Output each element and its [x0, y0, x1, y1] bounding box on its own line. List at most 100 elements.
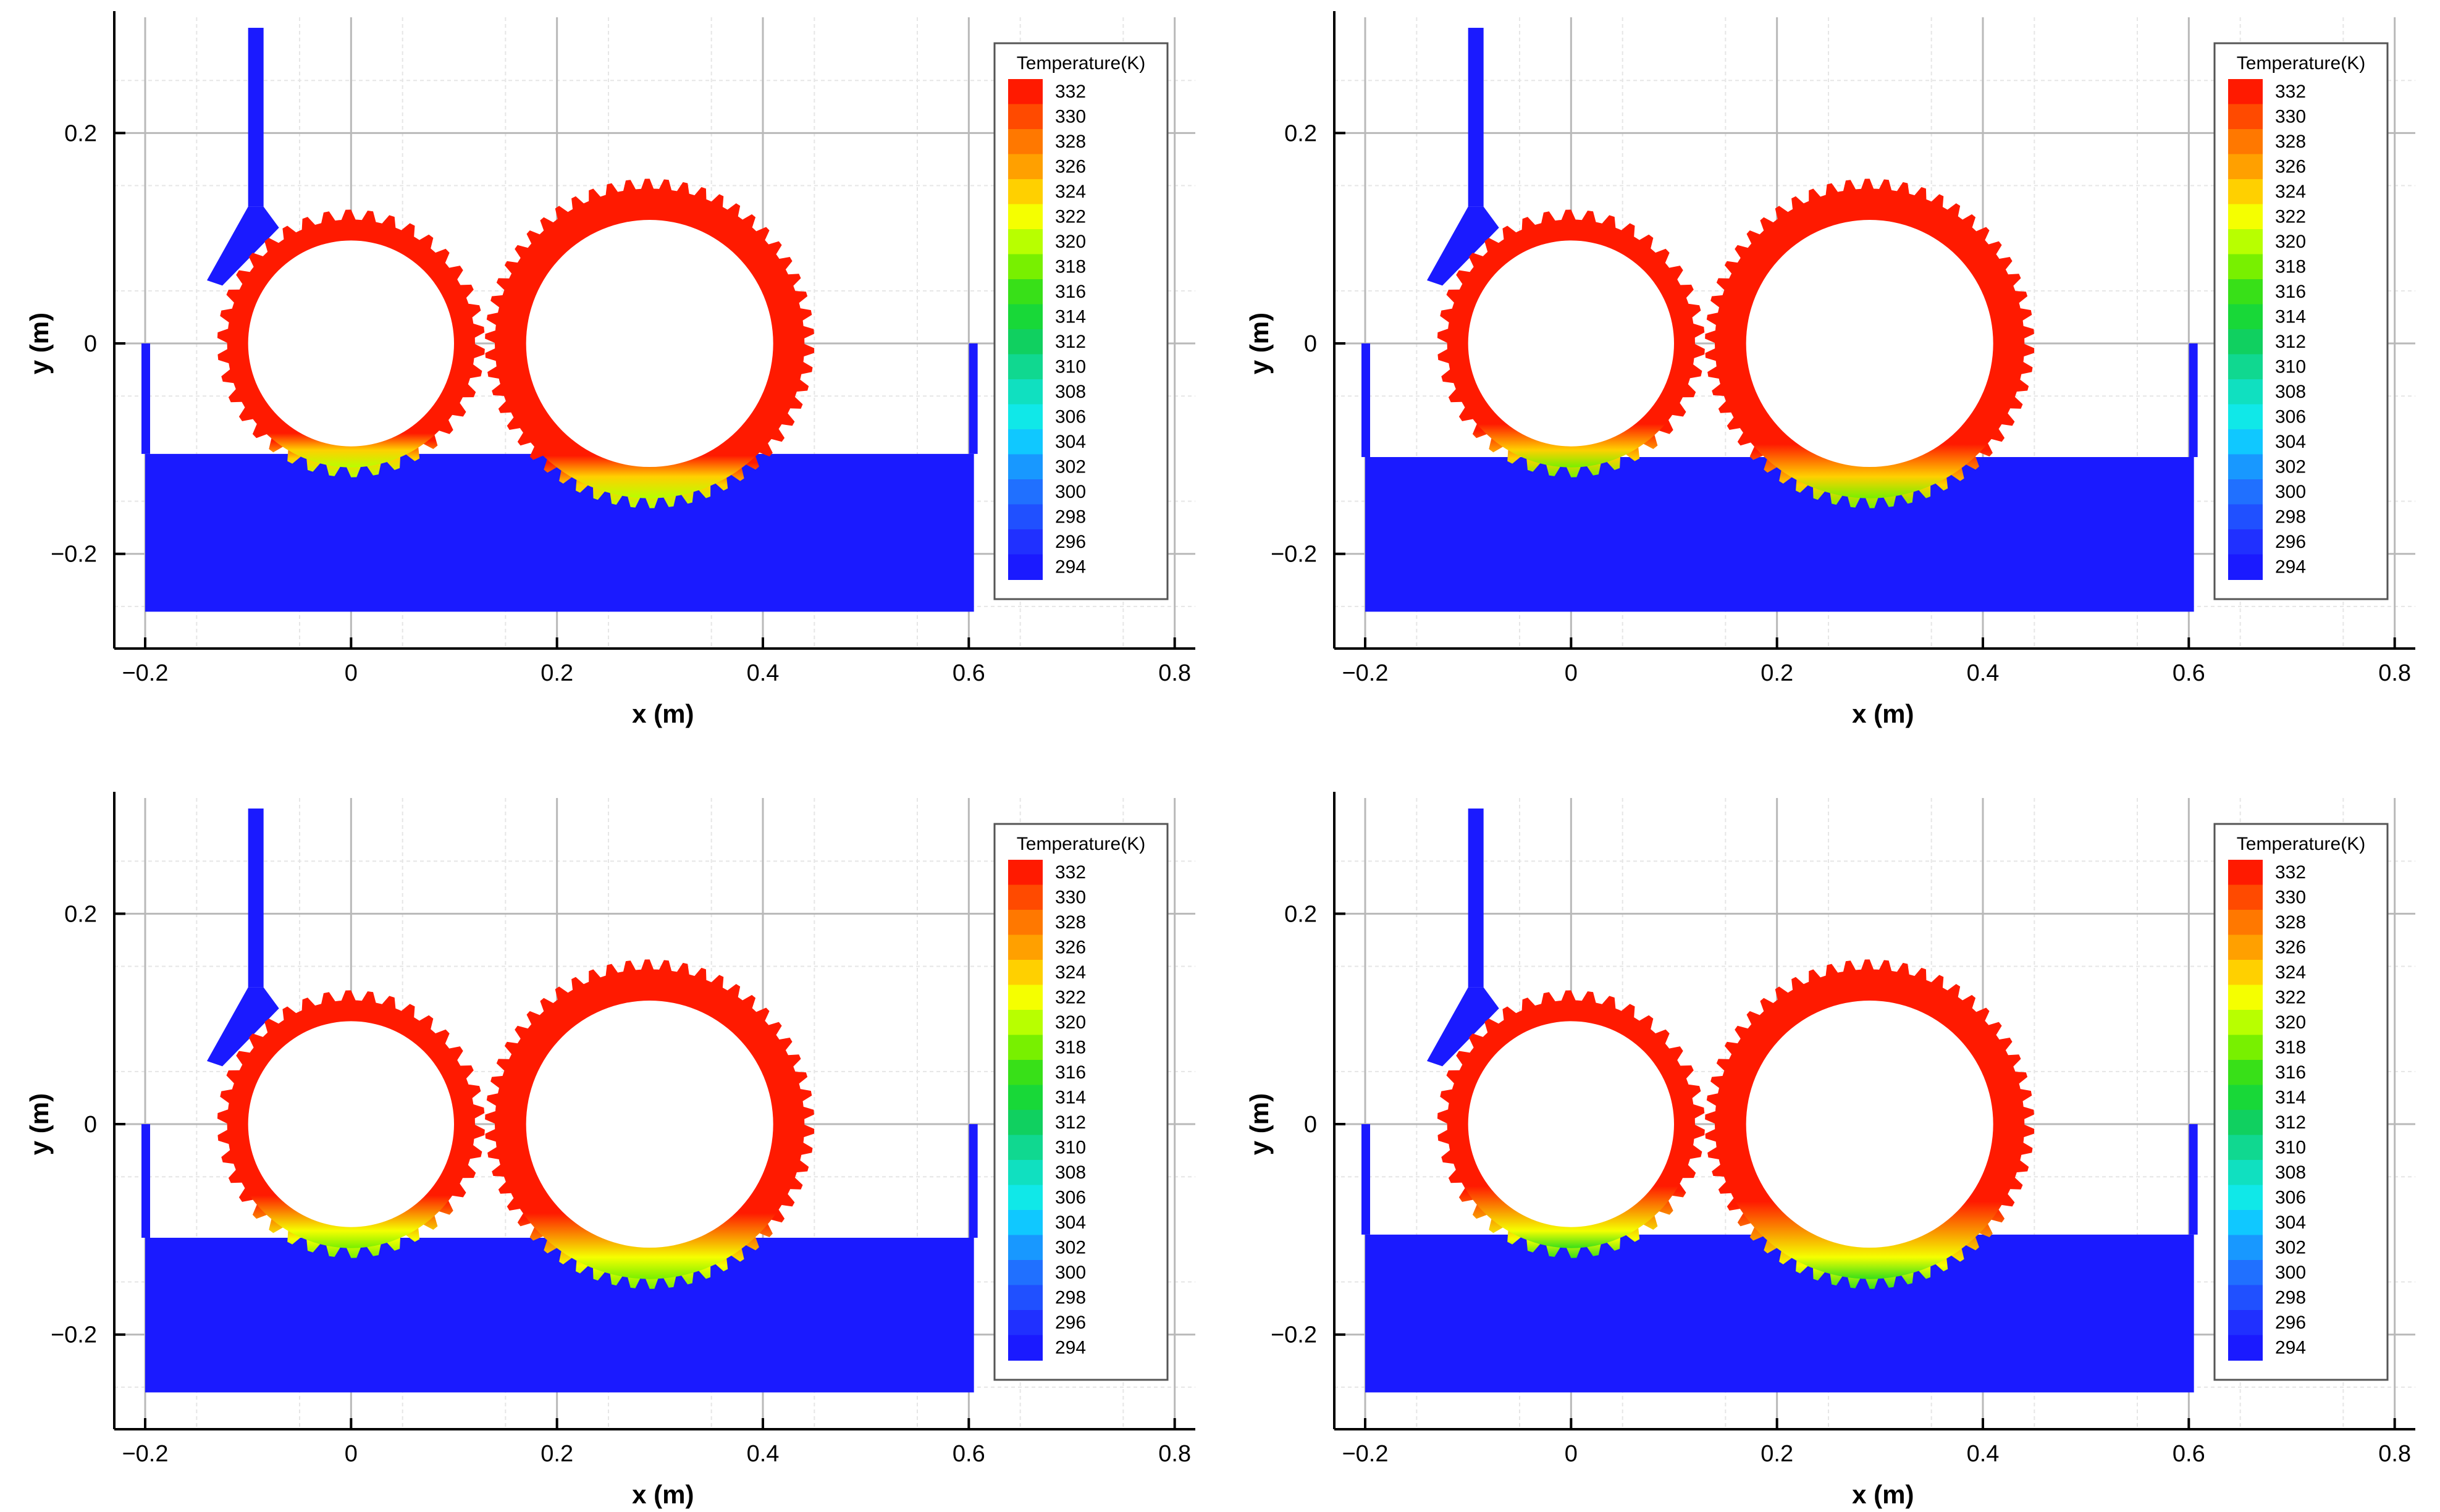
tank-wall-right — [969, 1124, 978, 1238]
legend-swatch — [1008, 354, 1043, 380]
oil-pool — [145, 1237, 974, 1393]
tank-wall-right — [969, 343, 978, 454]
x-tick-label: −0.2 — [122, 1441, 168, 1467]
legend-level-label: 312 — [1055, 332, 1086, 352]
x-tick-label: 0 — [345, 660, 358, 686]
legend-level-label: 310 — [1055, 1138, 1086, 1158]
legend-swatch — [2228, 1135, 2263, 1161]
x-tick-label: 0.4 — [1967, 660, 2000, 686]
legend-level-label: 296 — [2275, 532, 2306, 552]
legend-swatch — [2228, 910, 2263, 936]
panel-bottom-right: −0.2 0 0.2 0.4 0.6 0.8 −0.2 0 0.2 x (m) y (m) Tempe… — [1245, 792, 2415, 1509]
legend-level-label: 320 — [1055, 1012, 1086, 1033]
x-tick-label: 0.6 — [2173, 660, 2205, 686]
legend-level-label: 308 — [1055, 382, 1086, 402]
legend-swatch — [2228, 304, 2263, 330]
legend-level-label: 324 — [2275, 962, 2306, 983]
legend-swatch — [2228, 354, 2263, 380]
oil-pool — [1365, 456, 2194, 612]
legend-swatch — [2228, 104, 2263, 130]
legend-level-label: 324 — [1055, 962, 1086, 983]
legend-level-label: 322 — [1055, 988, 1086, 1008]
legend-level-label: 306 — [2275, 1188, 2306, 1208]
legend-title: Temperature(K) — [1017, 53, 1145, 74]
legend-level-label: 322 — [1055, 207, 1086, 227]
legend-level-label: 328 — [2275, 132, 2306, 152]
tank-wall-left — [1361, 1124, 1370, 1235]
legend-level-label: 318 — [1055, 1038, 1086, 1058]
oil-jet-spray — [207, 206, 279, 286]
legend-swatch — [2228, 1035, 2263, 1060]
legend-swatch — [2228, 1335, 2263, 1361]
legend-swatch — [1008, 154, 1043, 180]
x-tick-label: −0.2 — [1342, 1441, 1388, 1467]
y-tick-label: 0 — [1304, 331, 1317, 357]
legend-swatch — [1008, 229, 1043, 255]
legend-swatch — [1008, 884, 1043, 910]
legend-level-label: 326 — [2275, 157, 2306, 177]
legend-level-label: 328 — [2275, 912, 2306, 933]
legend-level-label: 330 — [1055, 888, 1086, 908]
tank-wall-left — [141, 343, 150, 454]
legend-level-label: 322 — [2275, 207, 2306, 227]
x-tick-label: 0.8 — [2378, 660, 2411, 686]
legend-level-label: 298 — [2275, 507, 2306, 527]
legend-swatch — [2228, 429, 2263, 455]
x-tick-label: −0.2 — [122, 660, 168, 686]
y-tick-label: 0.2 — [64, 120, 97, 146]
legend-level-label: 296 — [2275, 1312, 2306, 1333]
legend-swatch — [1008, 479, 1043, 505]
legend-swatch — [2228, 1210, 2263, 1236]
legend-swatch — [2228, 1060, 2263, 1086]
legend-swatch — [1008, 985, 1043, 1010]
legend-swatch — [1008, 504, 1043, 530]
legend: Temperature(K) 332 330 328 326 324 322 320 318 31… — [993, 823, 1169, 1381]
legend-swatch — [2228, 504, 2263, 530]
x-axis-title: x (m) — [632, 1480, 694, 1509]
legend: Temperature(K) 332 330 328 326 324 322 320 318 31… — [2213, 823, 2389, 1381]
y-tick-label: 0 — [1304, 1112, 1317, 1138]
legend-swatch — [2228, 329, 2263, 355]
legend-level-label: 326 — [1055, 938, 1086, 958]
legend-level-label: 316 — [2275, 282, 2306, 302]
y-axis-title: y (m) — [25, 313, 54, 374]
legend-swatch — [2228, 554, 2263, 580]
legend-swatch — [2228, 884, 2263, 910]
x-tick-label: 0.2 — [541, 660, 573, 686]
x-tick-label: 0.2 — [541, 1441, 573, 1467]
legend-swatch — [1008, 1260, 1043, 1286]
legend-swatch — [2228, 404, 2263, 430]
legend-swatch — [2228, 960, 2263, 986]
legend-level-label: 324 — [1055, 182, 1086, 202]
gear-bore-1 — [1468, 240, 1674, 447]
gear-bore-2 — [1746, 1001, 1993, 1248]
legend-title: Temperature(K) — [2237, 834, 2365, 854]
legend-swatch — [1008, 279, 1043, 305]
legend-level-label: 294 — [2275, 1338, 2306, 1358]
y-tick-label: 0 — [84, 331, 97, 357]
legend-level-label: 302 — [1055, 457, 1086, 477]
legend-swatch — [1008, 379, 1043, 405]
legend-level-label: 316 — [1055, 1062, 1086, 1083]
legend-swatch — [2228, 229, 2263, 255]
legend-level-label: 302 — [2275, 1238, 2306, 1258]
legend-level-label: 304 — [1055, 1212, 1086, 1233]
legend-swatch — [1008, 204, 1043, 230]
legend-swatch — [2228, 204, 2263, 230]
legend-swatch — [1008, 429, 1043, 455]
legend-level-label: 332 — [2275, 862, 2306, 883]
legend-level-label: 310 — [2275, 357, 2306, 377]
x-tick-label: 0 — [1565, 660, 1578, 686]
legend-swatch — [2228, 454, 2263, 480]
legend-level-label: 300 — [2275, 1262, 2306, 1283]
legend-swatch — [2228, 1235, 2263, 1261]
legend-swatch — [2228, 1010, 2263, 1036]
legend-swatch — [1008, 179, 1043, 205]
panel-top-right: −0.2 0 0.2 0.4 0.6 0.8 −0.2 0 0.2 x (m) y (m) Tempe… — [1245, 11, 2415, 728]
legend-swatch — [2228, 985, 2263, 1010]
legend-swatch — [1008, 1110, 1043, 1136]
legend-swatch — [2228, 1160, 2263, 1186]
panel-top-left: −0.2 0 0.2 0.4 0.6 0.8 −0.2 0 0.2 x (m) y (m) Tempe… — [25, 11, 1195, 728]
gear-bore-1 — [248, 1021, 454, 1227]
